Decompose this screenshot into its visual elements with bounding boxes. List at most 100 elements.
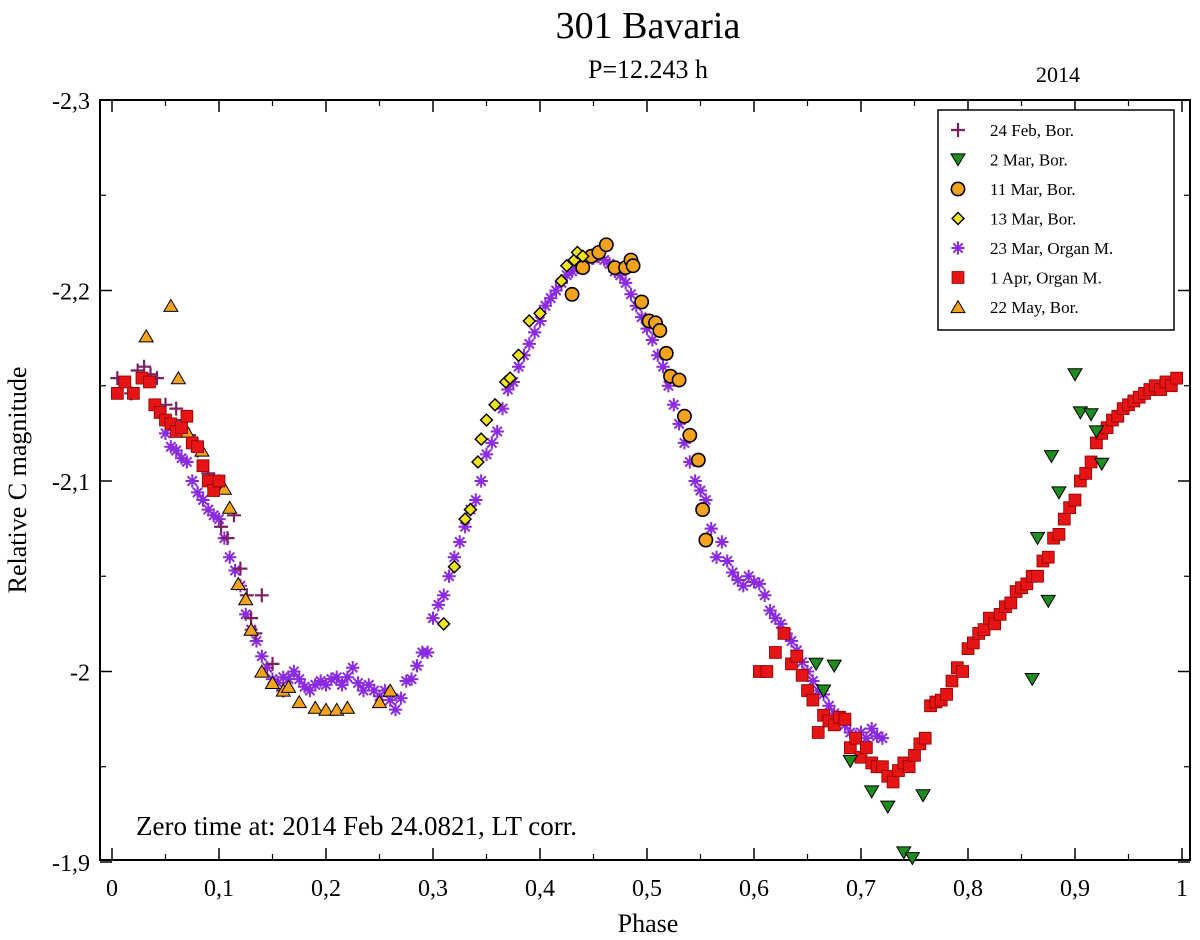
data-point-asterisk	[287, 664, 301, 679]
data-point-diamond	[533, 306, 547, 321]
data-point-square	[945, 674, 959, 688]
data-point-triangle-up	[216, 481, 233, 495]
data-point-asterisk	[185, 474, 199, 488]
data-point-square	[790, 649, 804, 663]
data-point-square	[111, 387, 124, 400]
x-tick-label: 0,1	[204, 876, 234, 902]
data-point-diamond	[479, 413, 494, 427]
data-point-asterisk	[677, 436, 692, 450]
data-point-square	[1170, 371, 1183, 385]
legend-label: 1 Apr, Organ M.	[990, 269, 1102, 288]
data-point-triangle-up	[950, 299, 966, 314]
data-point-asterisk	[437, 588, 451, 602]
data-point-asterisk	[490, 424, 504, 439]
data-point-diamond	[554, 274, 569, 288]
data-point-asterisk	[951, 241, 965, 255]
data-point-triangle-down	[1043, 450, 1060, 464]
data-point-plus	[214, 519, 229, 534]
data-point-square	[1004, 596, 1018, 610]
chart-title: 301 Bavaria	[556, 5, 741, 47]
data-point-triangle-down	[1088, 425, 1105, 439]
data-point-asterisk	[207, 508, 221, 522]
data-point-square	[1052, 527, 1066, 541]
data-point-asterisk	[158, 426, 173, 441]
data-point-triangle-up	[237, 591, 254, 606]
data-point-square	[902, 760, 916, 774]
data-point-triangle-down	[904, 852, 921, 866]
y-axis-ticks: -2,3 -2,2 -2,1 -2 -1,9	[52, 89, 1190, 877]
plot-frame	[99, 99, 1191, 861]
data-point-asterisk	[528, 325, 542, 340]
data-point-triangle-down	[1024, 673, 1041, 687]
data-point-asterisk	[806, 674, 820, 688]
data-point-asterisk	[704, 521, 718, 536]
data-point-asterisk	[811, 683, 825, 698]
data-point-triangle-down	[863, 785, 880, 799]
data-point-asterisk	[742, 569, 756, 583]
data-point-circle	[695, 502, 711, 518]
data-points	[110, 237, 1183, 866]
data-point-asterisk	[228, 563, 242, 578]
data-point-asterisk	[506, 375, 520, 389]
data-point-diamond	[559, 258, 574, 273]
data-point-asterisk	[613, 268, 627, 282]
data-point-circle	[598, 237, 614, 253]
year-label: 2014	[1036, 62, 1080, 87]
data-point-plus	[233, 561, 248, 576]
data-point-asterisk	[378, 683, 392, 698]
data-point-asterisk	[715, 535, 729, 549]
data-point-triangle-down	[842, 754, 859, 769]
data-point-triangle-down	[1051, 486, 1067, 500]
data-point-square	[940, 688, 953, 701]
data-point-asterisk	[367, 683, 381, 698]
series-diamond	[436, 245, 590, 631]
y-tick-label: -2,3	[52, 89, 90, 115]
data-point-triangle-down	[1072, 406, 1089, 420]
data-point-asterisk	[752, 577, 766, 591]
data-point-diamond	[951, 211, 965, 226]
data-point-square	[777, 627, 791, 640]
data-point-asterisk	[747, 575, 761, 589]
series-triangle-up	[138, 298, 399, 716]
x-tick-label: 0,8	[953, 876, 983, 902]
data-point-asterisk	[190, 485, 205, 500]
series-circle	[564, 237, 714, 548]
data-point-asterisk	[297, 680, 312, 694]
data-point-square	[769, 646, 782, 659]
data-point-asterisk	[683, 455, 697, 469]
data-point-diamond	[575, 249, 590, 264]
data-point-square	[118, 375, 132, 389]
data-point-diamond	[458, 512, 473, 527]
data-point-triangle-up	[138, 328, 155, 343]
data-point-asterisk	[453, 535, 467, 549]
x-tick-label: 0,5	[632, 876, 662, 902]
data-point-asterisk	[688, 474, 702, 488]
data-point-triangle-down	[1040, 594, 1057, 609]
data-point-asterisk	[774, 617, 788, 631]
data-point-asterisk	[394, 691, 408, 705]
data-point-asterisk	[249, 634, 264, 648]
data-point-triangle-down	[950, 153, 966, 167]
data-point-circle	[698, 532, 714, 548]
data-point-square	[977, 623, 991, 636]
data-point-asterisk	[421, 645, 435, 660]
data-point-asterisk	[635, 310, 649, 324]
data-point-diamond	[463, 502, 478, 517]
x-tick-label: 0,6	[739, 876, 769, 902]
data-point-triangle-down	[1093, 457, 1110, 472]
data-point-asterisk	[645, 333, 659, 347]
data-point-asterisk	[661, 379, 676, 393]
data-point-diamond	[488, 397, 502, 412]
data-point-triangle-up	[162, 298, 179, 312]
data-point-asterisk	[544, 291, 558, 305]
data-point-asterisk	[875, 731, 890, 745]
data-point-asterisk	[651, 348, 665, 362]
x-tick-label: 0,3	[418, 876, 448, 902]
data-point-asterisk	[319, 678, 333, 692]
data-point-square	[956, 665, 970, 678]
data-point-square	[127, 387, 140, 400]
data-point-asterisk	[656, 360, 670, 374]
x-tick-label: 0,4	[525, 876, 555, 902]
data-point-asterisk	[399, 674, 413, 688]
data-point-asterisk	[271, 676, 285, 690]
